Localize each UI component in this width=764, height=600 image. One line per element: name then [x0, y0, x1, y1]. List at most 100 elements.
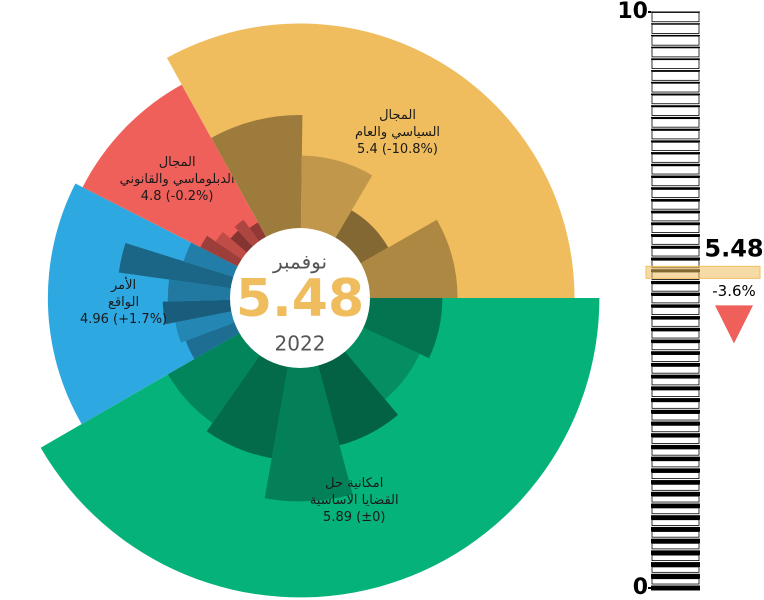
- sector-label: الأمر: [110, 276, 136, 293]
- gauge-gap: [651, 118, 700, 128]
- gauge-stripe: [651, 116, 700, 119]
- gauge-gap: [651, 472, 700, 480]
- gauge-value: 5.48: [704, 234, 763, 262]
- gauge-gap: [651, 424, 700, 433]
- gauge-gap: [651, 94, 700, 105]
- sector-label: الواقع: [108, 295, 139, 310]
- gauge-gap: [651, 130, 700, 140]
- sector-label: القضايا الاساسية: [310, 493, 399, 508]
- center-month: نوفمبر: [272, 250, 327, 274]
- gauge-gap: [651, 141, 700, 152]
- gauge-gap: [651, 401, 700, 409]
- gauge-stripe: [651, 175, 700, 178]
- gauge-gap: [651, 200, 700, 210]
- gauge-stripe: [651, 304, 700, 308]
- gauge-gap: [651, 23, 700, 34]
- gauge-stripe: [651, 23, 700, 25]
- gauge-gap: [651, 389, 700, 398]
- gauge-gap: [651, 71, 700, 81]
- gauge-gap: [651, 436, 700, 444]
- gauge-gap: [651, 12, 700, 23]
- center-disc: [230, 228, 370, 368]
- gauge-stripe: [651, 222, 700, 225]
- gauge-gap: [651, 342, 700, 351]
- gauge-gap: [651, 365, 700, 374]
- gauge-gap: [651, 248, 700, 257]
- gauge-gap: [651, 35, 700, 46]
- gauge-stripe: [651, 386, 700, 390]
- gauge-stripe: [651, 433, 700, 438]
- gauge-stripe: [651, 163, 700, 166]
- gauge-stripe: [651, 105, 700, 107]
- gauge-gap: [651, 177, 700, 187]
- gauge-gap: [651, 554, 700, 562]
- gauge-gap: [651, 448, 700, 456]
- gauge-stripe: [651, 292, 700, 296]
- gauge-gap: [651, 306, 700, 316]
- gauge-gap: [651, 236, 700, 245]
- sector-value-label: 4.96 (+1.7%): [80, 312, 167, 327]
- gauge-gap: [651, 82, 700, 93]
- gauge-stripe: [651, 538, 700, 544]
- gauge-gap: [651, 519, 700, 526]
- gauge-stripe: [651, 140, 700, 143]
- gauge-stripe: [651, 34, 700, 37]
- gauge-stripe: [651, 81, 700, 84]
- gauge-gap: [651, 460, 700, 468]
- gauge-gap: [651, 283, 700, 292]
- gauge-stripe: [651, 46, 700, 48]
- gauge-stripe: [651, 421, 700, 426]
- gauge-stripe: [651, 58, 700, 60]
- gauge-tick-label: 10: [617, 0, 648, 24]
- gauge-gap: [651, 189, 700, 198]
- gauge-stripe: [651, 374, 700, 379]
- gauge-gap: [651, 483, 700, 491]
- gauge-stripe: [651, 526, 700, 532]
- gauge-gap: [651, 495, 700, 503]
- gauge-stripe: [651, 11, 700, 13]
- gauge-gap: [651, 531, 700, 538]
- gauge-gap: [651, 578, 700, 585]
- gauge-stripe: [651, 398, 700, 402]
- gauge-stripe: [651, 573, 700, 579]
- gauge-gap: [651, 295, 700, 304]
- gauge-stripe: [651, 562, 700, 567]
- gauge-stripe: [651, 515, 700, 520]
- gauge-stripe: [651, 550, 700, 556]
- gauge-stripe: [651, 93, 700, 96]
- gauge-stripe: [651, 339, 700, 343]
- sector-label: الدبلوماسي والقانوني: [120, 172, 235, 187]
- gauge-stripe: [651, 503, 700, 508]
- sub-sector-group: [264, 298, 353, 502]
- gauge-stripe: [651, 362, 700, 367]
- gauge-gap: [651, 59, 700, 70]
- sector-label: السياسي والعام: [355, 125, 440, 140]
- gauge-stripe: [651, 491, 700, 497]
- gauge-gap: [651, 377, 700, 386]
- gauge-stripe: [651, 316, 700, 320]
- sector-value-label: 4.8 (-0.2%): [141, 189, 214, 204]
- gauge-stripe: [651, 585, 700, 591]
- gauge-gap: [651, 413, 700, 421]
- gauge-gap: [651, 330, 700, 339]
- sub-sector: [264, 298, 353, 502]
- gauge-stripe: [651, 468, 700, 473]
- gauge-gap: [651, 224, 700, 234]
- gauge-stripe: [651, 245, 700, 249]
- gauge-stripe: [651, 70, 700, 72]
- gauge-gap: [651, 212, 700, 222]
- sector-label: المجال: [379, 108, 416, 123]
- gauge-stripe: [651, 198, 700, 202]
- gauge-stripe: [651, 351, 700, 355]
- gauge-stripe: [651, 152, 700, 155]
- sub-sector-base: [264, 298, 353, 502]
- gauge-stripe: [651, 234, 700, 237]
- gauge-gap: [651, 47, 700, 58]
- gauge-stripe: [651, 327, 700, 331]
- sector-label: امكانية حل: [325, 476, 383, 491]
- gauge-band: [645, 265, 761, 279]
- center-year: 2022: [275, 332, 326, 356]
- gauge-stripe: [651, 280, 700, 284]
- gauge-gap: [651, 318, 700, 327]
